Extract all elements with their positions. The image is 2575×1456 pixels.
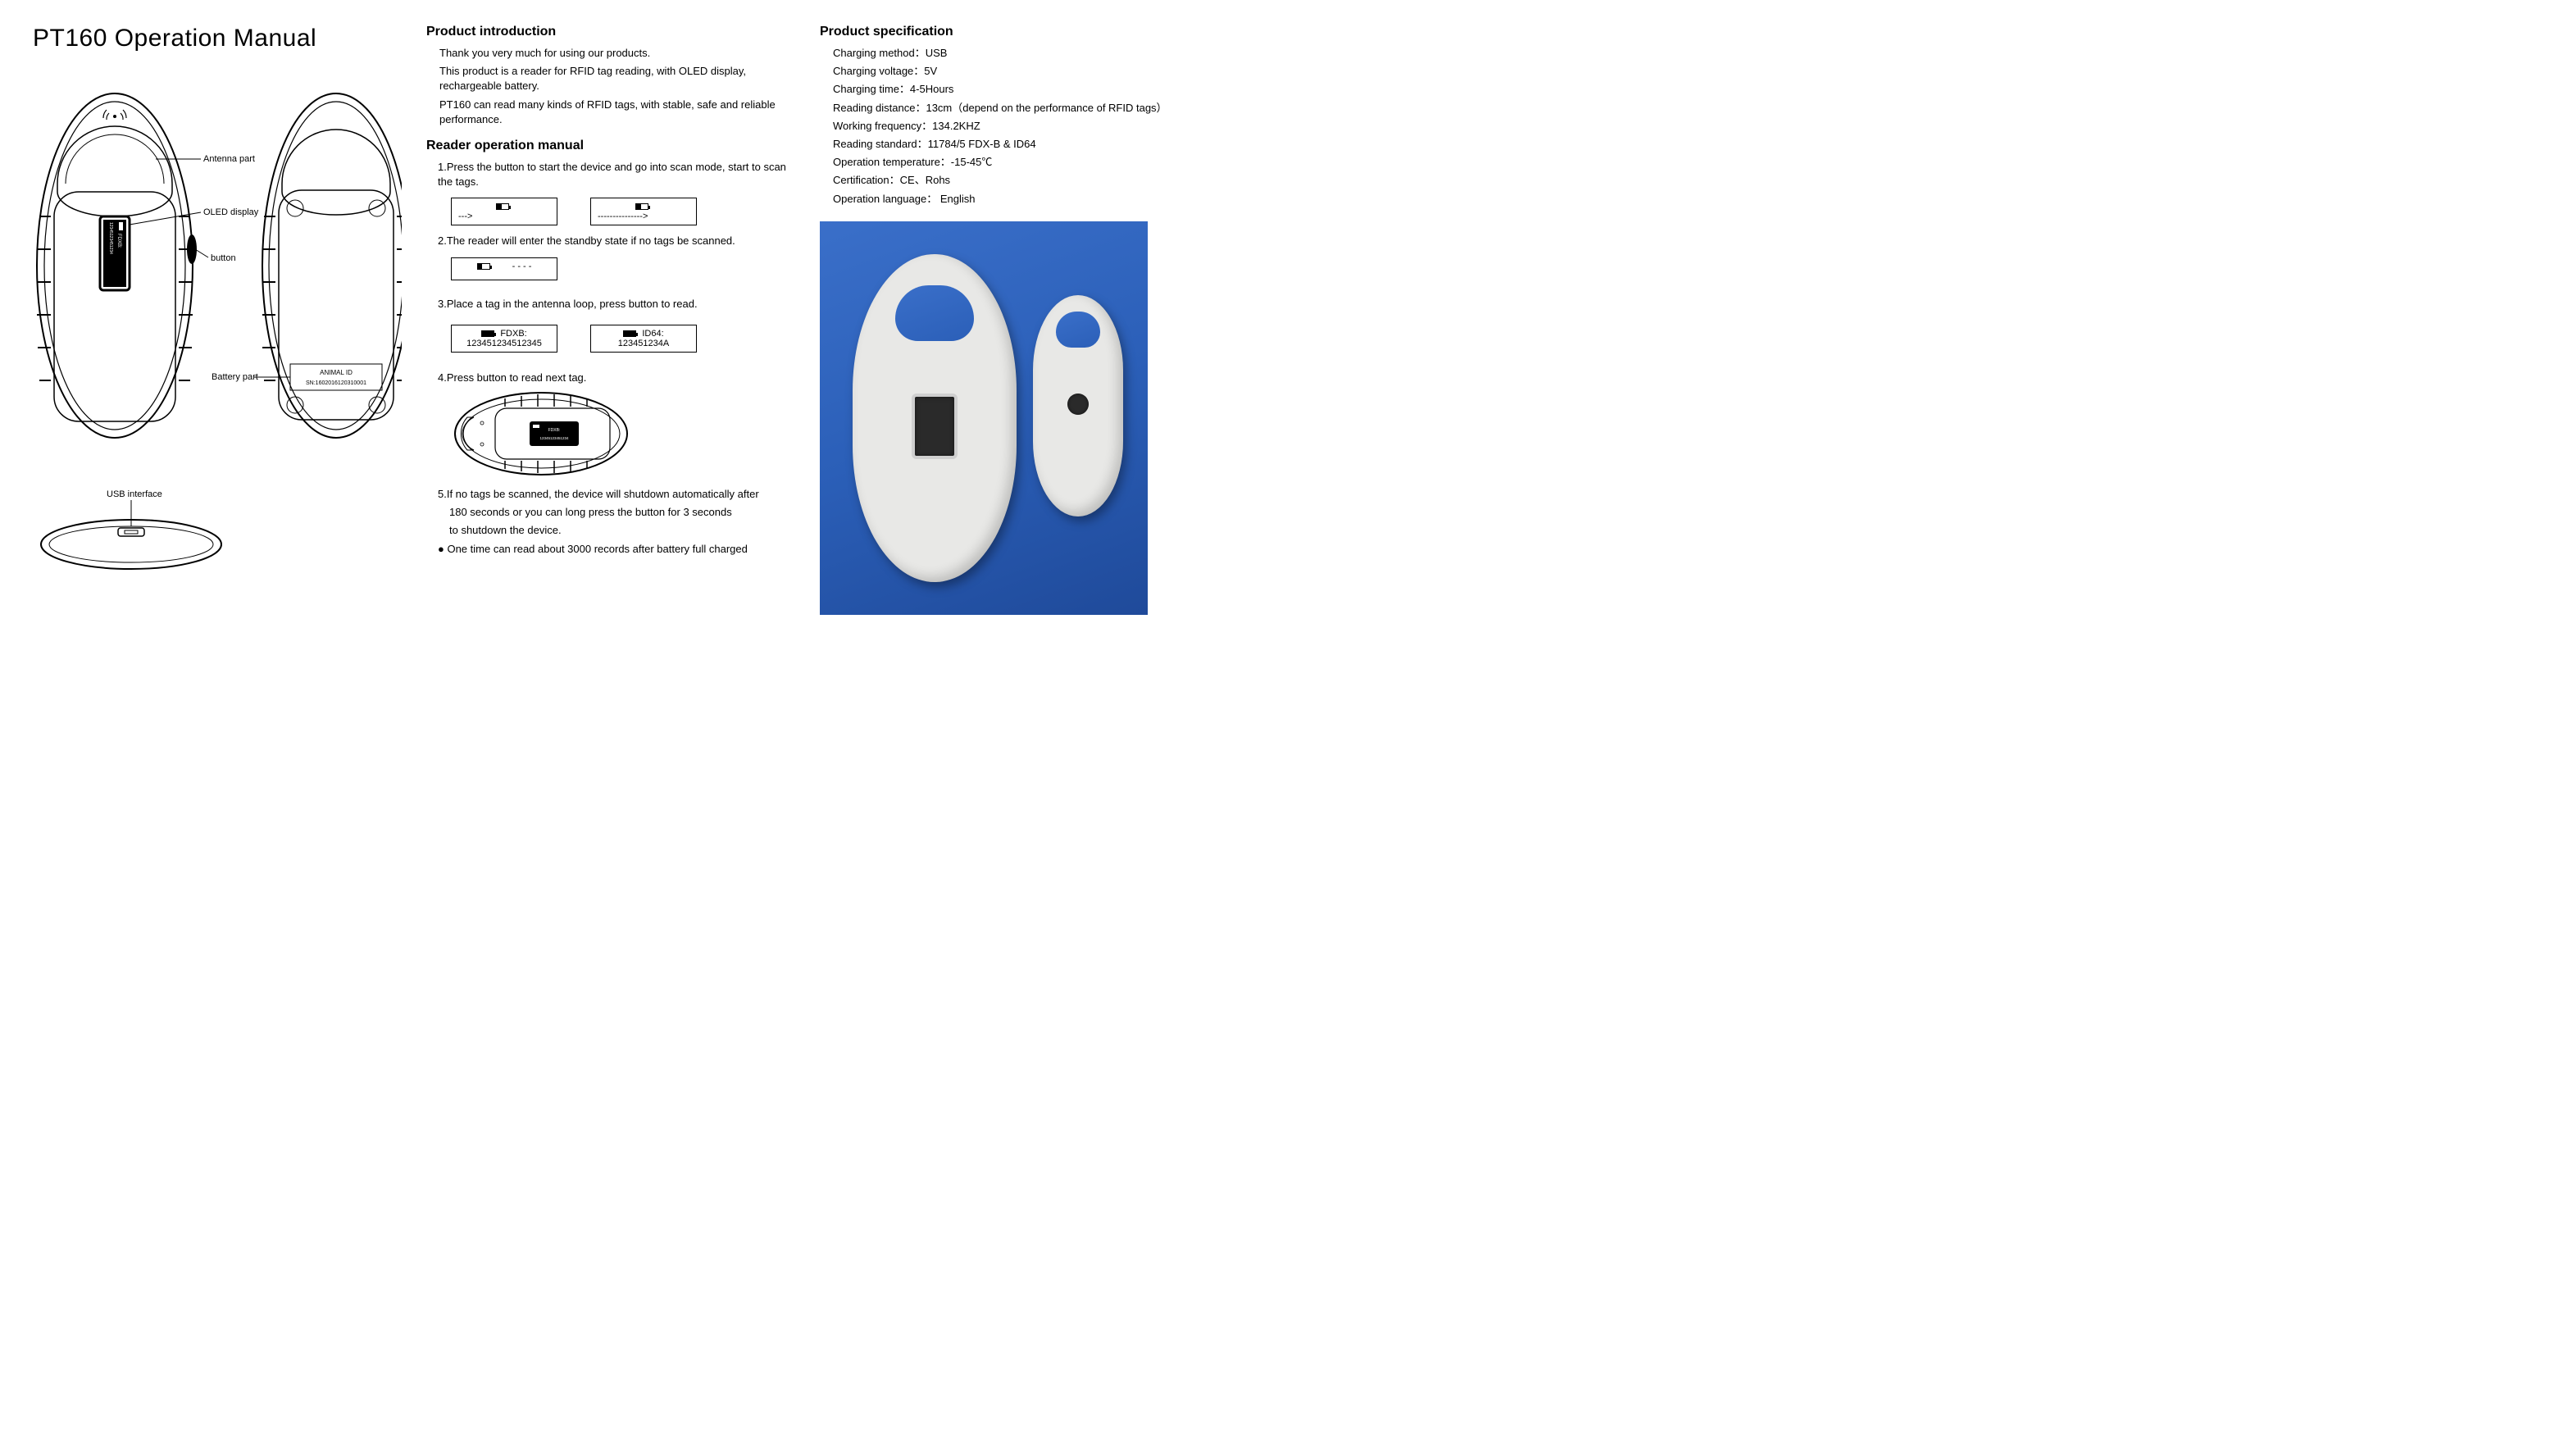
callout-oled: OLED display [203, 207, 259, 217]
page-title: PT160 Operation Manual [33, 25, 402, 52]
lcd-scan-short: ---> [451, 198, 557, 225]
lcd-scan-long: ---------------> [590, 198, 697, 225]
intro-p1: Thank you very much for using our produc… [439, 46, 795, 61]
usb-side-diagram: USB interface [33, 487, 246, 577]
step-1: 1.Press the button to start the device a… [438, 160, 795, 189]
product-photo [820, 221, 1148, 615]
step-3: 3.Place a tag in the antenna loop, press… [438, 297, 795, 312]
front-back-diagram: FDXB: 12345123451234 [33, 85, 402, 462]
lcd-id64: ID64: 123451234A [590, 325, 697, 353]
intro-p2: This product is a reader for RFID tag re… [439, 64, 795, 93]
manual-heading: Reader operation manual [426, 139, 795, 153]
svg-text:FDXB:: FDXB: [548, 428, 561, 433]
lcd-standby: - - - - [451, 257, 557, 280]
step-5c: to shutdown the device. [449, 523, 795, 538]
intro-heading: Product introduction [426, 25, 795, 39]
callout-battery: Battery part [212, 372, 258, 382]
spec-line-2: Charging time：4-5Hours [833, 82, 1189, 97]
spec-line-3: Reading distance：13cm（depend on the perf… [833, 101, 1189, 116]
column-right: Product specification Charging method：US… [820, 25, 1189, 615]
mini-device-diagram: FDXB: 12345123451234 [451, 389, 639, 479]
spec-line-5: Reading standard：11784/5 FDX-B & ID64 [833, 137, 1189, 152]
callout-antenna: Antenna part [203, 154, 255, 164]
intro-p3: PT160 can read many kinds of RFID tags, … [439, 98, 795, 127]
front-screen-l1: FDXB: [116, 234, 121, 248]
photo-device-back [1033, 295, 1123, 516]
callout-button: button [211, 253, 236, 263]
reader-operation-manual: Reader operation manual 1.Press the butt… [426, 139, 795, 556]
spec-line-8: Operation language： English [833, 192, 1189, 207]
step-5b: 180 seconds or you can long press the bu… [449, 505, 795, 520]
column-left: PT160 Operation Manual [33, 25, 402, 615]
step-5a: 5.If no tags be scanned, the device will… [438, 487, 795, 502]
svg-text:12345123451234: 12345123451234 [539, 436, 569, 440]
back-label-l2: SN:1602016120310001 [306, 380, 366, 386]
spec-line-7: Certification：CE、Rohs [833, 173, 1189, 188]
product-introduction: Product introduction Thank you very much… [426, 25, 795, 127]
manual-page: PT160 Operation Manual [33, 25, 1152, 615]
step-4: 4.Press button to read next tag. [438, 371, 795, 385]
step-2: 2.The reader will enter the standby stat… [438, 234, 795, 248]
front-screen-l2: 12345123451234 [108, 222, 113, 254]
photo-device-front [853, 254, 1017, 582]
spec-line-4: Working frequency：134.2KHZ [833, 119, 1189, 134]
device-line-drawings: FDXB: 12345123451234 [33, 85, 402, 577]
spec-line-0: Charging method：USB [833, 46, 1189, 61]
back-label-l1: ANIMAL ID [320, 369, 353, 376]
column-middle: Product introduction Thank you very much… [426, 25, 795, 615]
spec-line-1: Charging voltage：5V [833, 64, 1189, 79]
lcd-fdxb: FDXB: 123451234512345 [451, 325, 557, 353]
spec-heading: Product specification [820, 25, 1189, 39]
callout-usb: USB interface [107, 489, 162, 499]
spec-line-6: Operation temperature：-15-45℃ [833, 155, 1189, 170]
bullet-charge: One time can read about 3000 records aft… [438, 543, 795, 555]
